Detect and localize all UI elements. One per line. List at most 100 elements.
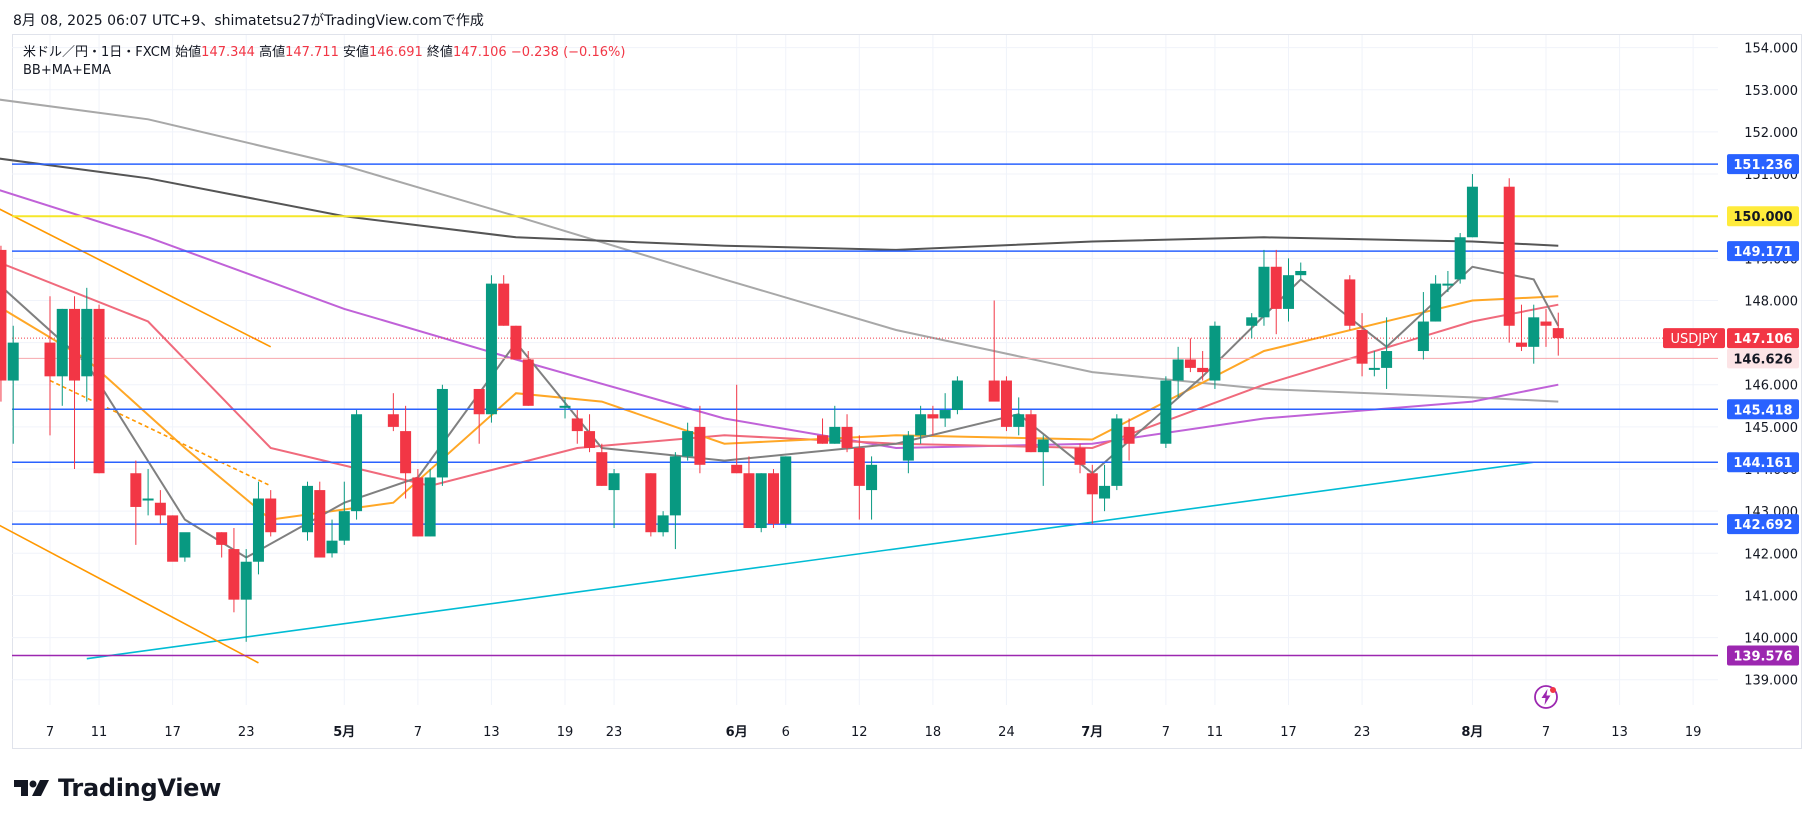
price-label-box — [1727, 328, 1799, 349]
candle-body — [988, 380, 1000, 402]
time-tick-label: 23 — [238, 725, 255, 740]
candle-body — [694, 426, 706, 465]
candle-body — [780, 456, 792, 524]
price-chart[interactable]: 139.000140.000141.000142.000143.000144.0… — [0, 0, 1814, 760]
candle-body — [1258, 266, 1270, 318]
candle-body — [142, 498, 154, 501]
candle-body — [1037, 439, 1049, 453]
trend-line — [86, 461, 1534, 660]
candle-body — [1515, 342, 1527, 347]
time-axis: 7 11 17 23 5月 7 13 19 23 6月 6 12 18 24 7月 7 11 17 23 8月 7 13 1… — [46, 725, 1702, 740]
candle-body — [252, 498, 264, 562]
candle-body — [424, 477, 436, 537]
price-label-text: 142.692 — [1733, 518, 1792, 533]
time-tick-label: 7 — [1542, 725, 1550, 740]
bolt-icon[interactable] — [1533, 684, 1559, 710]
candle-down — [1086, 464, 1098, 524]
price-label-box — [1727, 645, 1799, 666]
price-label-box — [1727, 206, 1799, 227]
candle-down — [216, 532, 228, 558]
candle-down — [596, 443, 608, 486]
candle-down — [0, 245, 7, 402]
price-label: 146.626 — [1727, 348, 1799, 369]
candle-up — [252, 481, 264, 575]
candle-down — [1074, 443, 1086, 474]
candle-down — [1123, 418, 1135, 461]
brand-name: TradingView — [58, 774, 221, 802]
candle-up — [1099, 464, 1111, 512]
candle-body — [1074, 447, 1086, 465]
tradingview-logo[interactable]: TradingView — [14, 774, 221, 802]
candle-body — [1442, 283, 1454, 286]
candle-down — [1270, 249, 1282, 335]
candle-body — [866, 464, 878, 491]
candle-up — [1172, 346, 1184, 398]
candle-body — [338, 511, 350, 541]
candle-down — [69, 296, 81, 470]
candle-down — [93, 304, 105, 474]
candle-body — [167, 515, 179, 562]
candle-body — [302, 485, 314, 533]
candle-up — [142, 469, 154, 516]
candle-down — [314, 481, 326, 558]
candle-body — [755, 473, 767, 529]
indicator-line — [0, 295, 1559, 521]
price-label-box — [1727, 452, 1799, 473]
price-label: 150.000 — [1727, 206, 1799, 227]
candle-down — [265, 490, 277, 537]
candle-body — [326, 540, 338, 554]
price-tick-label: 148.000 — [1744, 294, 1798, 309]
candle-body — [841, 426, 853, 448]
price-tick-label: 142.000 — [1744, 547, 1798, 562]
candle-up — [915, 405, 927, 444]
candle-body — [1466, 186, 1478, 238]
candle-up — [1246, 313, 1258, 339]
candle-up — [338, 481, 350, 545]
candle-up — [1209, 321, 1221, 389]
chart-legend: 米ドル／円・1日・FXCM 始値147.344 高値147.711 安値146.… — [23, 44, 625, 80]
candle-body — [228, 549, 240, 600]
candle-down — [400, 405, 412, 499]
candle-up — [1466, 174, 1478, 238]
candle-down — [853, 435, 865, 520]
candle-body — [669, 456, 681, 516]
candle-body — [510, 325, 522, 360]
candle-down — [584, 414, 596, 453]
candle-down — [1000, 376, 1012, 432]
candle-body — [1270, 266, 1282, 309]
candle-body — [1430, 283, 1442, 322]
candle-body — [853, 447, 865, 486]
trend-line — [49, 379, 272, 487]
candle-down — [645, 473, 657, 537]
candle-down — [1552, 312, 1564, 356]
candle-down — [767, 469, 779, 529]
indicator-line — [0, 189, 1559, 450]
candle-up — [1282, 258, 1294, 322]
price-tick-label: 141.000 — [1744, 589, 1798, 604]
price-label-text: 147.106 — [1733, 332, 1792, 347]
price-label: 147.106 — [1727, 328, 1799, 349]
candle-down — [1356, 313, 1368, 377]
price-tick-label: 140.000 — [1744, 632, 1798, 647]
indicator-line — [0, 261, 1559, 487]
candle-up — [1111, 414, 1123, 491]
price-label-box — [1727, 514, 1799, 535]
candle-body — [657, 515, 669, 533]
candle-body — [767, 473, 779, 524]
price-label-text: 145.418 — [1733, 403, 1792, 418]
candle-down — [841, 414, 853, 453]
candle-body — [682, 431, 694, 457]
price-label-text: 139.576 — [1733, 649, 1792, 664]
price-label: 149.171 — [1727, 241, 1799, 262]
candle-body — [436, 388, 448, 478]
indicator-list[interactable]: BB+MA+EMA — [23, 63, 112, 78]
time-tick-label: 12 — [851, 725, 868, 740]
candle-body — [485, 283, 497, 415]
time-tick-label: 23 — [606, 725, 623, 740]
candle-up — [81, 287, 93, 402]
candle-down — [44, 296, 56, 436]
candle-body — [1356, 329, 1368, 364]
candle-down — [571, 410, 583, 444]
candle-down — [1540, 308, 1552, 347]
price-tick-label: 139.000 — [1744, 674, 1798, 689]
